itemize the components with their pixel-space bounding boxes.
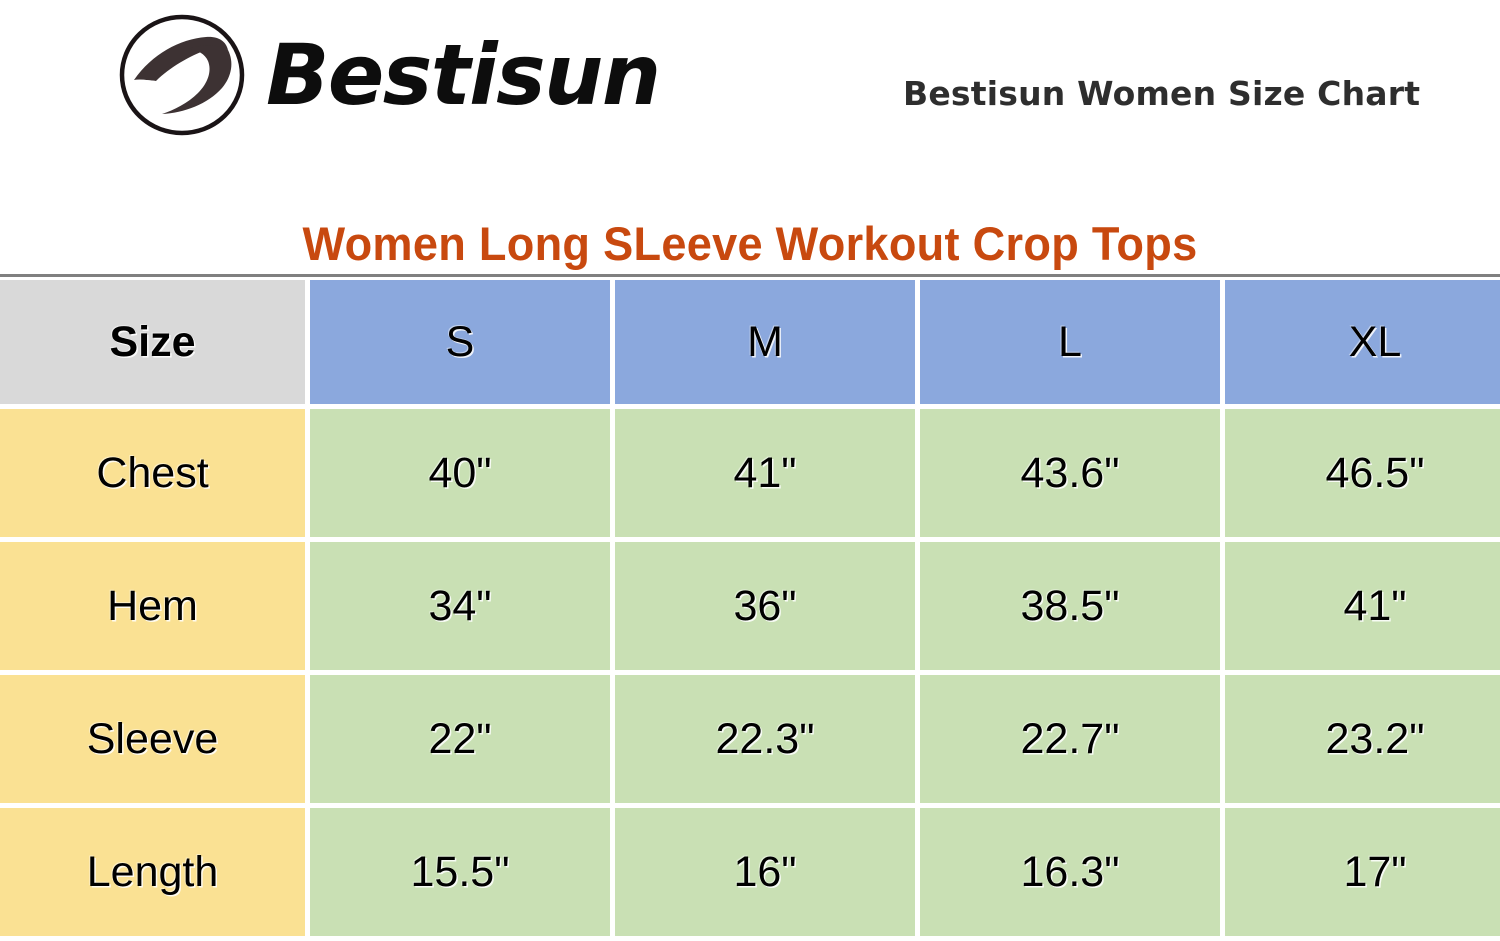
cell-chest-l: 43.6" [920, 409, 1220, 537]
brand-lockup: Bestisun [118, 14, 662, 136]
cell-length-s: 15.5" [310, 808, 610, 936]
cell-sleeve-xl: 23.2" [1225, 675, 1500, 803]
cell-chest-xl: 46.5" [1225, 409, 1500, 537]
cell-sleeve-s: 22" [310, 675, 610, 803]
brand-header: Bestisun Bestisun Women Size Chart [0, 0, 1500, 160]
size-chart-table: Size S M L XL Chest 40" 41" 43.6" 46.5" … [0, 275, 1500, 941]
header-cell-size-l: L [920, 280, 1220, 404]
cell-hem-xl: 41" [1225, 542, 1500, 670]
table-row-length: Length 15.5" 16" 16.3" 17" [0, 808, 1500, 936]
product-title: Women Long SLeeve Workout Crop Tops [302, 217, 1198, 270]
table-header-row: Size S M L XL [0, 280, 1500, 404]
cell-length-m: 16" [615, 808, 915, 936]
cell-sleeve-l: 22.7" [920, 675, 1220, 803]
cell-chest-s: 40" [310, 409, 610, 537]
cell-length-l: 16.3" [920, 808, 1220, 936]
table-row-chest: Chest 40" 41" 43.6" 46.5" [0, 409, 1500, 537]
row-label-sleeve: Sleeve [0, 675, 305, 803]
bestisun-swoosh-circle-logo-icon [118, 14, 246, 136]
header-cell-size-s: S [310, 280, 610, 404]
cell-hem-m: 36" [615, 542, 915, 670]
row-label-chest: Chest [0, 409, 305, 537]
header-cell-size-xl: XL [1225, 280, 1500, 404]
header-cell-size-m: M [615, 280, 915, 404]
cell-sleeve-m: 22.3" [615, 675, 915, 803]
chart-kicker-label: Bestisun Women Size Chart [903, 74, 1421, 113]
size-chart-table-wrapper: Size S M L XL Chest 40" 41" 43.6" 46.5" … [0, 274, 1500, 936]
cell-chest-m: 41" [615, 409, 915, 537]
header-cell-size: Size [0, 280, 305, 404]
table-row-hem: Hem 34" 36" 38.5" 41" [0, 542, 1500, 670]
row-label-length: Length [0, 808, 305, 936]
table-row-sleeve: Sleeve 22" 22.3" 22.7" 23.2" [0, 675, 1500, 803]
cell-length-xl: 17" [1225, 808, 1500, 936]
cell-hem-l: 38.5" [920, 542, 1220, 670]
cell-hem-s: 34" [310, 542, 610, 670]
row-label-hem: Hem [0, 542, 305, 670]
brand-wordmark: Bestisun [265, 26, 661, 124]
